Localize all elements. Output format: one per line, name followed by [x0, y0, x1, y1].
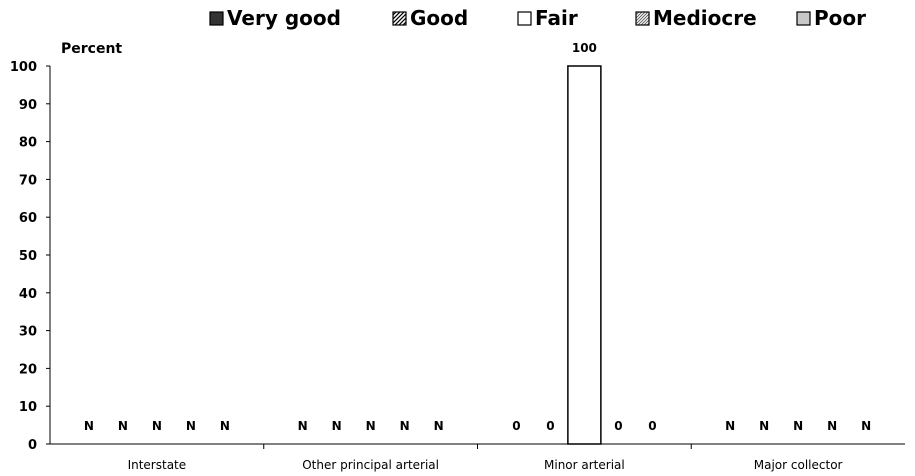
y-axis-title: Percent	[61, 41, 122, 57]
y-tick-label-90: 90	[19, 98, 37, 113]
legend-label-fair: Fair	[535, 6, 578, 30]
legend-swatch-poor	[796, 11, 811, 26]
legend-label-very-good: Very good	[227, 6, 341, 30]
legend-label-mediocre: Mediocre	[653, 6, 757, 30]
legend-swatch-mediocre	[635, 11, 650, 26]
data-label-interstate-good: N	[118, 419, 128, 433]
y-tick-label-60: 60	[19, 211, 37, 226]
legend-label-poor: Poor	[814, 6, 866, 30]
data-label-interstate-mediocre: N	[186, 419, 196, 433]
data-label-other-principal-arterial-very-good: N	[298, 419, 308, 433]
y-tick-label-100: 100	[10, 60, 37, 75]
y-tick-label-20: 20	[19, 362, 37, 377]
data-label-minor-arterial-poor: 0	[648, 419, 656, 433]
data-label-major-collector-very-good: N	[725, 419, 735, 433]
data-label-minor-arterial-mediocre: 0	[614, 419, 622, 433]
bars	[567, 65, 602, 445]
y-tick-label-80: 80	[19, 136, 37, 151]
data-label-interstate-poor: N	[220, 419, 230, 433]
axes: 0 10 20 30 40 50 60 70 80 90 100 Interstate Other pr…	[10, 60, 905, 472]
x-category-minor-arterial: Minor arterial	[544, 458, 625, 472]
data-label-major-collector-fair: N	[793, 419, 803, 433]
data-label-other-principal-arterial-fair: N	[366, 419, 376, 433]
data-label-minor-arterial-fair: 100	[572, 41, 597, 55]
data-label-major-collector-good: N	[759, 419, 769, 433]
y-tick-label-10: 10	[19, 400, 37, 415]
data-label-major-collector-mediocre: N	[827, 419, 837, 433]
data-label-interstate-very-good: N	[84, 419, 94, 433]
y-tick-label-0: 0	[28, 438, 37, 453]
data-label-major-collector-poor: N	[861, 419, 871, 433]
legend-swatch-fair	[517, 11, 532, 26]
data-label-other-principal-arterial-poor: N	[434, 419, 444, 433]
data-label-other-principal-arterial-good: N	[332, 419, 342, 433]
legend-swatch-very-good	[209, 11, 224, 26]
y-tick-label-30: 30	[19, 325, 37, 340]
data-label-other-principal-arterial-mediocre: N	[400, 419, 410, 433]
legend-label-good: Good	[410, 6, 468, 30]
legend: Very good Good Fair Mediocre Poor	[209, 6, 866, 30]
y-tick-label-50: 50	[19, 249, 37, 264]
x-category-major-collector: Major collector	[754, 458, 843, 472]
x-category-other-principal-arterial: Other principal arterial	[302, 458, 439, 472]
data-label-minor-arterial-good: 0	[546, 419, 554, 433]
y-tick-label-70: 70	[19, 173, 37, 188]
legend-swatch-good	[392, 11, 407, 26]
data-label-interstate-fair: N	[152, 419, 162, 433]
y-tick-label-40: 40	[19, 287, 37, 302]
data-labels: N N N N N N N N N N 0 0 100 0 0 N N N N N	[84, 41, 871, 433]
x-category-interstate: Interstate	[128, 458, 187, 472]
bar-minor-arterial-fair	[567, 65, 602, 445]
data-label-minor-arterial-very-good: 0	[512, 419, 520, 433]
